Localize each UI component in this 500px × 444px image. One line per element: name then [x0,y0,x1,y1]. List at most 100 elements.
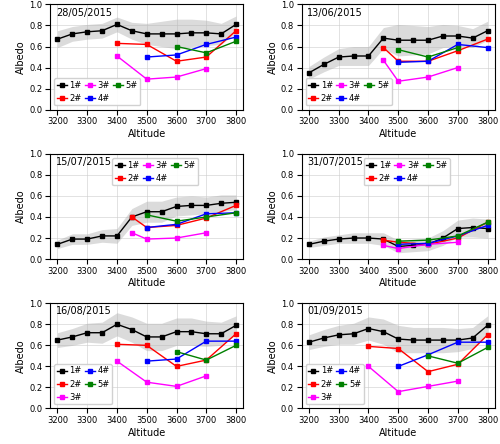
5# [174,44,180,49]
2# [455,361,461,367]
2# [204,54,210,59]
2# [455,48,461,53]
1# [440,33,446,39]
1# [233,200,239,205]
Line: 2#: 2# [115,332,238,369]
1# [425,337,431,343]
3# [114,358,120,364]
1# [99,28,105,33]
5# [233,343,239,348]
Legend: 1#, 2#, 3#, 4#, 5#: 1#, 2#, 3#, 4#, 5# [306,78,392,106]
4# [484,223,490,228]
5# [174,349,180,354]
Text: 31/07/2015: 31/07/2015 [308,157,363,167]
3# [380,58,386,63]
1# [114,321,120,327]
Line: 4#: 4# [396,42,490,64]
1# [366,235,372,241]
Line: 1#: 1# [307,226,490,249]
1# [425,242,431,247]
3# [455,378,461,384]
1# [410,243,416,248]
1# [218,31,224,36]
Line: 5#: 5# [396,220,490,243]
2# [144,42,150,47]
5# [204,357,210,363]
1# [306,340,312,345]
Line: 2#: 2# [130,203,238,230]
Line: 3#: 3# [382,240,460,250]
3# [455,240,461,245]
5# [455,45,461,50]
1# [129,214,135,220]
4# [233,338,239,344]
1# [440,235,446,241]
1# [144,334,150,340]
1# [425,38,431,43]
1# [306,70,312,75]
Text: 13/06/2015: 13/06/2015 [308,8,363,18]
4# [425,59,431,64]
3# [455,65,461,70]
X-axis label: Altitude: Altitude [379,428,418,438]
5# [233,210,239,215]
Line: 4#: 4# [396,223,490,246]
3# [396,389,402,394]
1# [188,329,194,334]
X-axis label: Altitude: Altitude [128,428,166,438]
1# [484,226,490,231]
5# [455,233,461,238]
2# [366,344,372,349]
X-axis label: Altitude: Altitude [128,278,166,289]
3# [144,380,150,385]
1# [188,203,194,208]
Line: 1#: 1# [56,22,238,41]
2# [174,59,180,64]
Line: 2#: 2# [382,37,490,63]
1# [144,209,150,214]
1# [396,337,402,342]
1# [54,242,60,247]
1# [366,53,372,59]
Line: 4#: 4# [144,211,238,230]
2# [129,214,135,220]
Y-axis label: Albedo: Albedo [16,40,26,74]
4# [396,59,402,65]
1# [129,28,135,33]
2# [174,364,180,369]
2# [144,343,150,348]
1# [321,238,327,244]
Text: 15/07/2015: 15/07/2015 [56,157,112,167]
Line: 4#: 4# [144,339,238,363]
1# [54,337,60,343]
3# [144,76,150,82]
Line: 3#: 3# [382,58,460,83]
1# [484,323,490,328]
5# [484,345,490,350]
Line: 2#: 2# [115,29,238,63]
1# [144,31,150,36]
4# [233,34,239,40]
4# [204,42,210,47]
Legend: 1#, 2#, 3#, 4#, 5#: 1#, 2#, 3#, 4#, 5# [112,158,198,185]
5# [396,238,402,244]
1# [380,36,386,41]
1# [70,236,75,242]
1# [410,38,416,43]
1# [455,337,461,343]
1# [204,203,210,208]
2# [484,36,490,42]
Y-axis label: Albedo: Albedo [16,339,26,373]
X-axis label: Altitude: Altitude [128,129,166,139]
4# [425,241,431,246]
2# [233,203,239,208]
Y-axis label: Albedo: Albedo [268,40,278,74]
3# [380,243,386,248]
5# [204,50,210,56]
Line: 3#: 3# [366,365,460,394]
1# [470,225,476,230]
3# [144,236,150,242]
3# [114,53,120,59]
Line: 1#: 1# [307,323,490,344]
Line: 1#: 1# [56,200,238,246]
